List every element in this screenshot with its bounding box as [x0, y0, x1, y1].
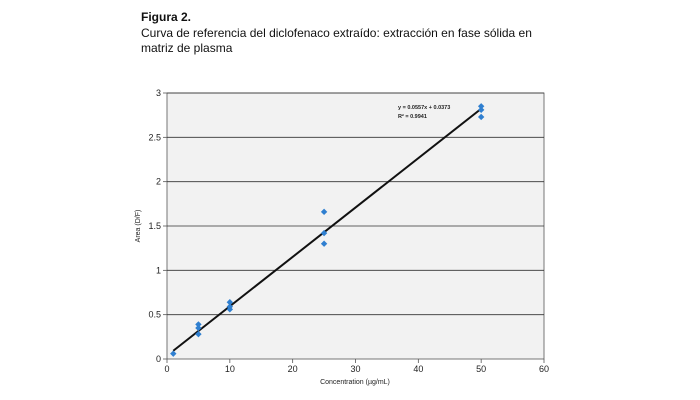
r-squared-label: R² = 0.9941	[398, 113, 427, 120]
x-tick-label: 40	[413, 364, 423, 374]
y-tick-label: 1	[156, 265, 161, 275]
y-tick-label: 3	[156, 88, 161, 98]
data-point	[195, 324, 202, 332]
y-tick-label: 1.5	[148, 221, 161, 231]
y-tick-label: 2	[156, 177, 161, 187]
x-tick-label: 60	[539, 364, 549, 374]
y-axis-title: Area (D/F)	[135, 210, 142, 243]
trendline-equation: y = 0.0557x + 0.0373	[398, 105, 450, 111]
data-point	[477, 103, 485, 110]
x-tick-label: 30	[350, 364, 360, 374]
data-point	[320, 229, 328, 237]
data-point	[320, 240, 328, 247]
x-tick-label: 50	[476, 364, 486, 374]
data-point	[226, 303, 234, 310]
gridlines	[167, 92, 544, 316]
x-tick-label: 20	[288, 364, 298, 374]
data-point	[170, 350, 177, 357]
data-point	[195, 321, 202, 328]
figure-title: Figura 2.	[141, 10, 192, 24]
trendline	[172, 107, 482, 352]
x-tick-label: 0	[164, 364, 169, 374]
data-point	[320, 208, 328, 216]
x-tick-label: 10	[225, 364, 235, 374]
trendline-group	[172, 107, 482, 352]
x-axis-title: Concentration (µg/mL)	[320, 379, 390, 386]
data-point	[226, 299, 234, 306]
data-point	[477, 113, 485, 121]
data-points	[170, 103, 485, 357]
y-tick-label: 0.5	[148, 310, 161, 320]
data-point	[195, 330, 202, 338]
data-point	[477, 106, 485, 114]
axes: 00.511.522.530 10 20 30 40 50 60	[148, 88, 549, 374]
figure-caption: Curva de referencia del diclofenaco extr…	[141, 26, 532, 55]
y-tick-label: 0	[156, 354, 161, 364]
y-tick-label: 2.5	[148, 132, 161, 142]
